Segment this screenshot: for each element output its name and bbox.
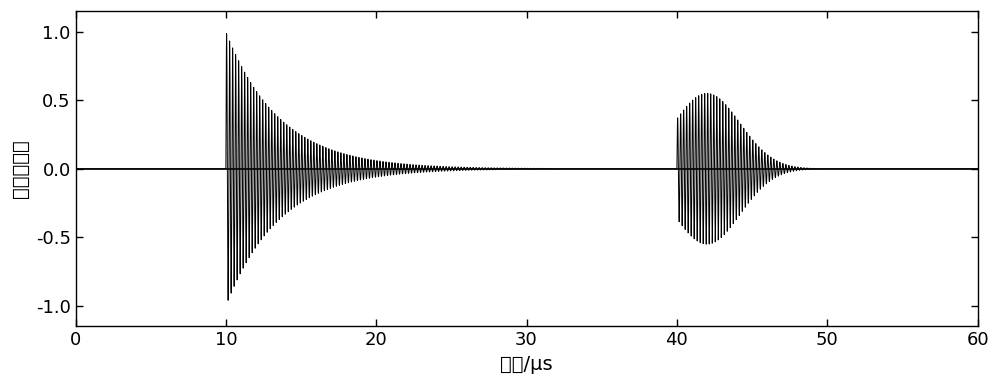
X-axis label: 时间/μs: 时间/μs — [500, 355, 553, 374]
Y-axis label: 归一化幅值: 归一化幅值 — [11, 139, 30, 198]
